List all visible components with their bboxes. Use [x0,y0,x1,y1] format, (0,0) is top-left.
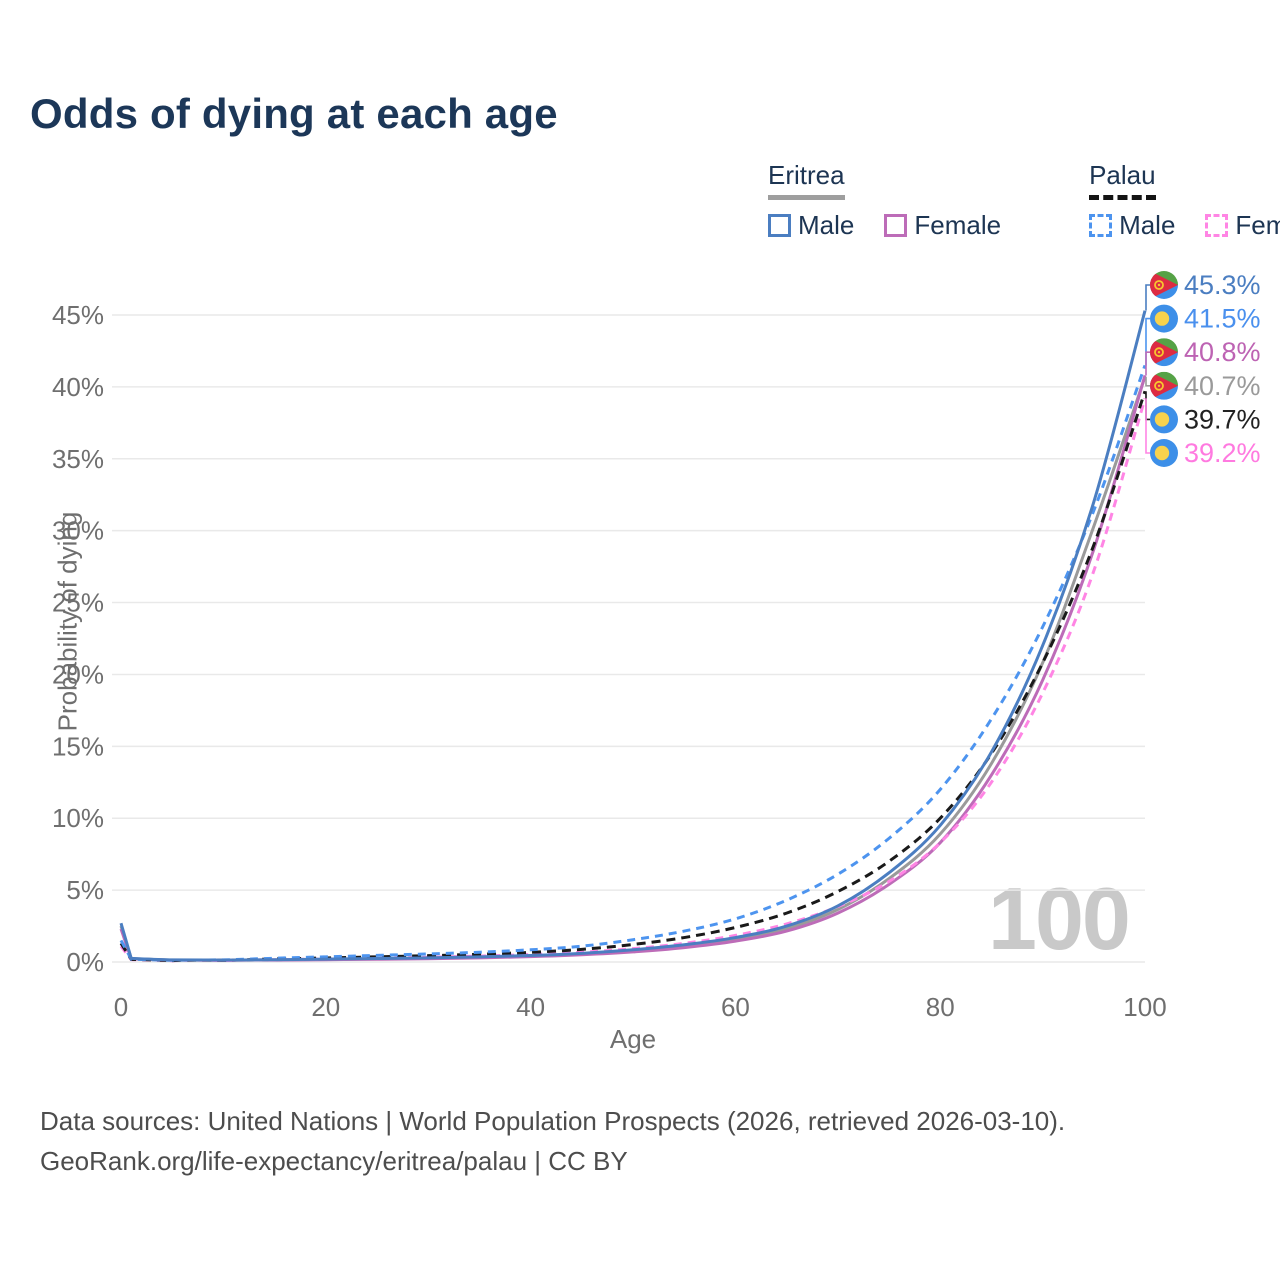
end-value-label: 45.3% [1184,270,1261,300]
legend-group-eritrea: Eritrea Male Female [768,160,1001,241]
series-line-eritrea-female[interactable] [119,374,1147,962]
series-line-palau-all[interactable] [119,390,1147,963]
eritrea-flag-icon [1150,338,1178,367]
end-value-label: 41.5% [1184,304,1261,334]
eritrea-female-swatch-icon [884,214,908,237]
x-tick-label: 80 [926,992,955,1022]
y-tick-label: 25% [52,588,104,618]
palau-flag-icon [1150,405,1178,434]
leader-line [1145,376,1150,387]
y-tick-label: 10% [52,803,104,833]
y-tick-label: 15% [52,731,104,761]
palau-flag-icon [1150,304,1178,333]
legend-group-palau: Palau Male Female [1089,160,1280,241]
y-tick-label: 5% [66,875,104,905]
leader-line [1145,351,1150,376]
end-value-label: 39.2% [1184,438,1261,468]
leader-line [1145,317,1150,366]
legend-item-eritrea-female[interactable]: Female [884,210,1001,241]
legend-item-label: Female [914,210,1002,240]
series-line-palau-female[interactable] [119,397,1147,963]
legend-group-title-eritrea[interactable]: Eritrea [768,160,845,200]
data-source-line: Data sources: United Nations | World Pop… [40,1106,1066,1136]
x-tick-label: 60 [721,992,750,1022]
attribution-line: GeoRank.org/life-expectancy/eritrea/pala… [40,1146,628,1176]
legend-item-label: Female [1235,210,1280,240]
leader-line [1145,398,1150,454]
palau-female-swatch-icon [1205,214,1229,237]
y-tick-label: 35% [52,444,104,474]
leader-line [1145,284,1150,311]
palau-male-swatch-icon [1089,214,1113,237]
y-tick-label: 0% [66,947,104,977]
y-tick-label: 45% [52,300,104,330]
page-title: Odds of dying at each age [30,90,558,137]
y-tick-label: 40% [52,372,104,402]
palau-flag-icon [1150,439,1178,467]
legend-group-title-palau[interactable]: Palau [1089,160,1156,200]
legend: Eritrea Male Female Palau Male Female [768,160,1280,241]
legend-item-label: Male [798,210,855,240]
age-counter-watermark: 100 [988,869,1131,968]
x-tick-label: 20 [311,992,340,1022]
end-value-label: 40.7% [1184,371,1261,401]
x-tick-label: 40 [516,992,545,1022]
legend-item-palau-female[interactable]: Female [1205,210,1280,241]
end-value-label: 39.7% [1184,404,1261,434]
series-line-eritrea-all[interactable] [119,376,1147,962]
eritrea-flag-icon [1150,371,1178,400]
x-axis-title: Age [609,1024,657,1054]
x-tick-label: 0 [114,992,128,1022]
series-line-palau-male[interactable] [119,364,1147,962]
y-tick-label: 20% [52,659,104,689]
y-tick-label: 30% [52,516,104,546]
end-value-label: 40.8% [1184,337,1261,367]
y-axis-title: Probability of dying [52,511,83,732]
eritrea-male-swatch-icon [768,214,791,237]
legend-item-palau-male[interactable]: Male [1089,210,1175,241]
series-line-eritrea-male[interactable] [119,310,1147,962]
legend-item-eritrea-male[interactable]: Male [768,210,854,241]
eritrea-flag-icon [1150,271,1178,299]
legend-item-label: Male [1119,210,1176,240]
x-tick-label: 100 [1123,992,1166,1022]
